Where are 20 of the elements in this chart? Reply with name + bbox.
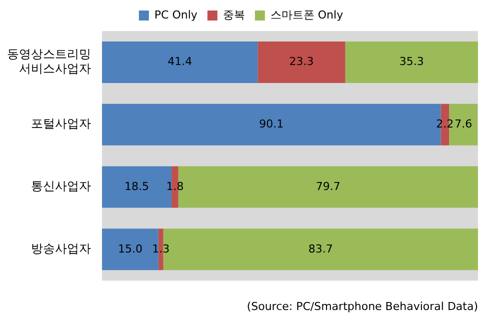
data-label: 23.3 (289, 55, 314, 68)
data-label: 83.7 (308, 242, 333, 256)
data-label: 41.4 (168, 55, 192, 68)
bar (345, 41, 478, 83)
text: (Source: PC/Smartphone Behavioral Data) (246, 300, 478, 313)
y-tick-label: 통신사업자 (31, 179, 91, 194)
y-tick-label: 동영상스트리밍 서비스사업자 (7, 47, 91, 76)
data-label: 90.1 (259, 117, 284, 130)
y-tick-label: 방송사업자 (31, 242, 91, 256)
data-label: 35.3 (399, 55, 424, 68)
y-tick-label: 포털사업자 (31, 116, 91, 131)
legend-label: 중복 (222, 8, 245, 22)
legend-label: PC Only (154, 8, 198, 22)
data-label: 7.6 (454, 117, 472, 130)
data-label: 79.7 (316, 180, 340, 193)
data-label: 18.5 (124, 180, 150, 193)
bar (102, 41, 258, 83)
data-label: 15.0 (118, 242, 142, 256)
legend-label: 스마트폰 Only (270, 8, 344, 22)
bar (258, 41, 346, 83)
